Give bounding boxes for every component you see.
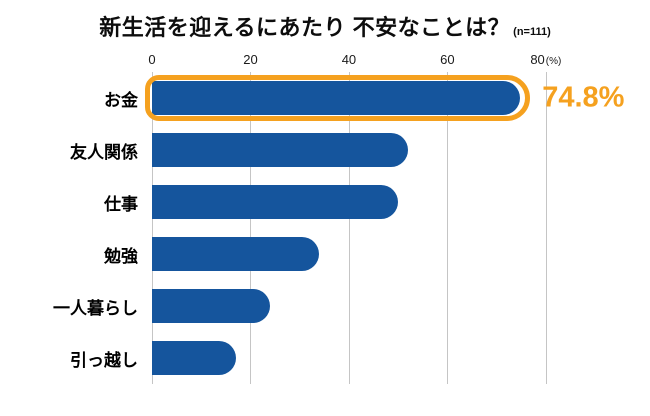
chart-row: お金 74.8% — [0, 72, 650, 124]
category-label: 仕事 — [104, 194, 138, 214]
bar — [152, 289, 271, 324]
sample-size-note: (n=111) — [513, 26, 551, 38]
x-tick-label: 40 — [341, 52, 357, 68]
bar — [152, 185, 399, 220]
grid-overlay — [152, 72, 600, 385]
category-label: 友人関係 — [70, 142, 138, 162]
category-label: お金 — [104, 90, 138, 110]
chart-row: 仕事 — [0, 176, 650, 228]
x-tick-label: 0 — [148, 52, 156, 68]
highlight-ring — [145, 75, 531, 122]
bar-track — [152, 124, 600, 176]
bar — [152, 237, 320, 272]
chart-row: 友人関係 — [0, 124, 650, 176]
bar — [152, 81, 521, 116]
chart-header: 新生活を迎えるにあたり 不安なことは？ (n=111) — [0, 0, 650, 40]
x-tick-label: 60 — [440, 52, 455, 68]
chart-body: お金 74.8% 友人関係仕事勉強一人暮らし引っ越し — [0, 72, 650, 390]
bar-track — [152, 280, 600, 332]
bar-track: 74.8% — [145, 72, 624, 124]
x-tick-label: 20 — [243, 52, 258, 68]
x-axis-ticks: 0 20 40 60 80(%) — [148, 48, 600, 72]
gridline — [250, 72, 252, 385]
x-tick-label: 80(%) — [530, 52, 562, 68]
chart-title: 新生活を迎えるにあたり 不安なことは？ — [99, 15, 511, 40]
chart-rows: お金 74.8% 友人関係仕事勉強一人暮らし引っ越し — [0, 72, 650, 384]
gridline — [545, 72, 547, 385]
chart-row: 引っ越し — [0, 332, 650, 384]
bar-track — [152, 332, 600, 384]
chart-row: 勉強 — [0, 228, 650, 280]
bar — [152, 133, 408, 168]
category-label: 勉強 — [104, 246, 138, 266]
gridline — [152, 72, 153, 385]
highlight-value-label: 74.8% — [542, 81, 625, 114]
x-axis-unit-label: (%) — [545, 56, 562, 68]
gridline — [348, 72, 350, 385]
category-label: 引っ越し — [70, 350, 138, 370]
bar — [152, 341, 236, 376]
category-label: 一人暮らし — [53, 298, 138, 318]
bar-track — [152, 176, 600, 228]
bar-track — [152, 228, 600, 280]
chart-row: 一人暮らし — [0, 280, 650, 332]
gridline — [447, 72, 449, 385]
